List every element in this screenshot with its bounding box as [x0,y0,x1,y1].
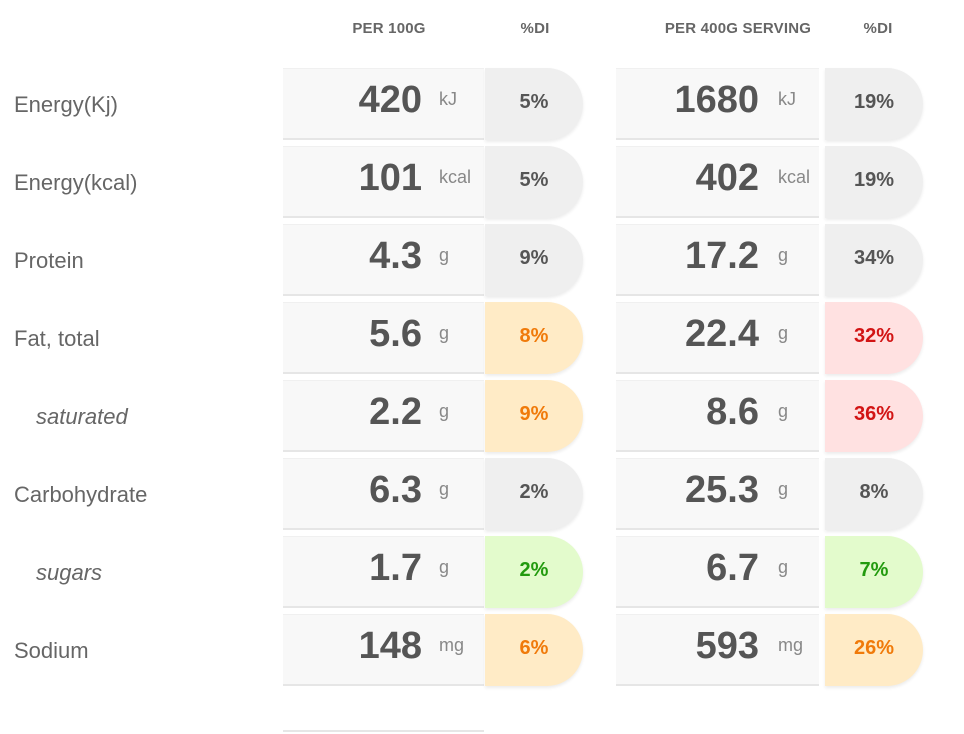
per-serving-cell: 22.4 g [616,302,819,374]
di-per-100g-badge: 8% [485,302,583,374]
header-di-per-100g: %DI [520,20,550,37]
per-100g-cell: 6.3 g [283,458,484,530]
row-label: Energy(Kj) [14,92,118,117]
header-di-per-serving: %DI [863,20,893,37]
di-per-100g-badge: 2% [485,536,583,608]
per-serving-unit: g [778,401,789,421]
per-100g-unit: g [439,323,450,343]
row-label: sugars [36,560,103,585]
per-serving-unit: kJ [778,89,796,109]
per-serving-cell: 402 kcal [616,146,819,218]
per-serving-cell: 17.2 g [616,224,819,296]
per-100g-cell: 148 mg [283,614,484,686]
per-serving-value: 25.3 [685,469,759,511]
di-per-100g-badge: 5% [485,68,583,140]
per-100g-unit: mg [439,635,465,655]
row-label: Sodium [14,638,89,663]
per-100g-value: 4.3 [369,235,422,277]
row-label: Carbohydrate [14,482,148,507]
per-100g-unit: g [439,479,450,499]
per-serving-value: 402 [695,157,759,199]
per-serving-unit: g [778,245,789,265]
per-serving-unit: kcal [778,167,811,187]
row-label: saturated [36,404,128,429]
header-per-100g: PER 100G [352,20,426,37]
per-100g-value: 6.3 [369,469,422,511]
per-serving-unit: mg [778,635,804,655]
per-100g-unit: kcal [439,167,472,187]
di-per-100g-badge: 6% [485,614,583,686]
di-per-100g-badge: 5% [485,146,583,218]
per-100g-value: 101 [358,157,422,199]
per-100g-value: 5.6 [369,313,422,355]
per-serving-cell: 593 mg [616,614,819,686]
di-per-serving-badge: 36% [825,380,923,452]
di-per-100g-badge: 2% [485,458,583,530]
per-100g-value: 2.2 [369,391,422,433]
di-per-serving-badge: 19% [825,146,923,218]
per-serving-unit: g [778,557,789,577]
per-100g-unit: kJ [439,89,457,109]
per-serving-value: 6.7 [706,547,759,589]
per-serving-value: 22.4 [685,313,759,355]
per-serving-value: 593 [695,625,759,667]
per-serving-cell: 1680 kJ [616,68,819,140]
per-100g-value: 148 [358,625,422,667]
di-per-serving-badge: 7% [825,536,923,608]
per-100g-unit: g [439,557,450,577]
per-100g-cell: 5.6 g [283,302,484,374]
per-100g-cell: 101 kcal [283,146,484,218]
di-per-serving-badge: 34% [825,224,923,296]
per-100g-cell: 1.7 g [283,536,484,608]
per-100g-cell: 4.3 g [283,224,484,296]
per-serving-value: 8.6 [706,391,759,433]
di-per-serving-badge: 26% [825,614,923,686]
per-100g-cell: 420 kJ [283,68,484,140]
per-serving-unit: g [778,479,789,499]
per-serving-value: 1680 [674,79,759,121]
per-serving-value: 17.2 [685,235,759,277]
header-per-serving: PER 400G SERVING [664,20,812,37]
per-100g-value: 1.7 [369,547,422,589]
per-serving-cell: 25.3 g [616,458,819,530]
per-100g-unit: g [439,245,450,265]
row-label: Fat, total [14,326,100,351]
per-100g-value: 420 [358,79,422,121]
row-label: Protein [14,248,84,273]
per-serving-cell: 6.7 g [616,536,819,608]
per-serving-cell: 8.6 g [616,380,819,452]
di-per-serving-badge: 32% [825,302,923,374]
di-per-serving-badge: 19% [825,68,923,140]
divider [283,730,484,732]
per-100g-unit: g [439,401,450,421]
di-per-100g-badge: 9% [485,380,583,452]
per-100g-cell: 2.2 g [283,380,484,452]
di-per-serving-badge: 8% [825,458,923,530]
di-per-100g-badge: 9% [485,224,583,296]
per-serving-unit: g [778,323,789,343]
row-label: Energy(kcal) [14,170,138,195]
